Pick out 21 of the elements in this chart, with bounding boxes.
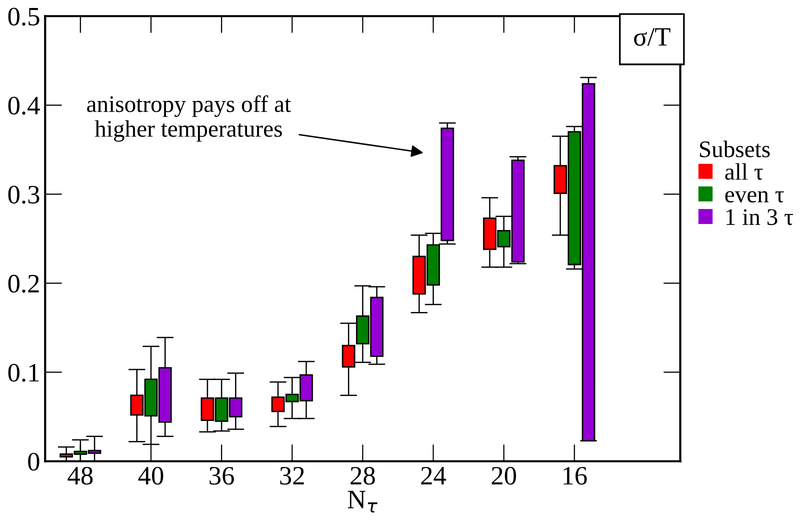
x-tick-label: 24 (421, 466, 446, 484)
legend-label: all τ (725, 163, 763, 180)
x-axis-title: N$_{τ}$ (348, 490, 378, 513)
x-tick-label: 48 (68, 466, 93, 485)
legend-title: Subsets (700, 140, 770, 158)
y-tick-label: 0.4 (8, 96, 40, 115)
legend-label: 1 in 3 τ (726, 209, 794, 226)
x-tick-label: 20 (492, 466, 516, 485)
x-tick-label: 36 (210, 466, 234, 485)
chart-title: σ/T (634, 28, 670, 46)
y-tick-label: 0.2 (8, 274, 39, 293)
annotation: anisotropy pays off at higher temperatures (87, 95, 291, 142)
x-tick-label: 16 (564, 466, 587, 485)
y-tick-label: 0 (28, 452, 40, 471)
x-tick-label: 40 (138, 466, 164, 485)
y-tick-label: 0.1 (8, 364, 39, 382)
x-tick-label: 28 (350, 466, 375, 485)
x-tick-label: 32 (280, 466, 304, 485)
y-tick-label: 0.5 (8, 8, 40, 26)
legend-label: even τ (725, 191, 784, 202)
y-tick-label: 0.3 (8, 186, 40, 204)
